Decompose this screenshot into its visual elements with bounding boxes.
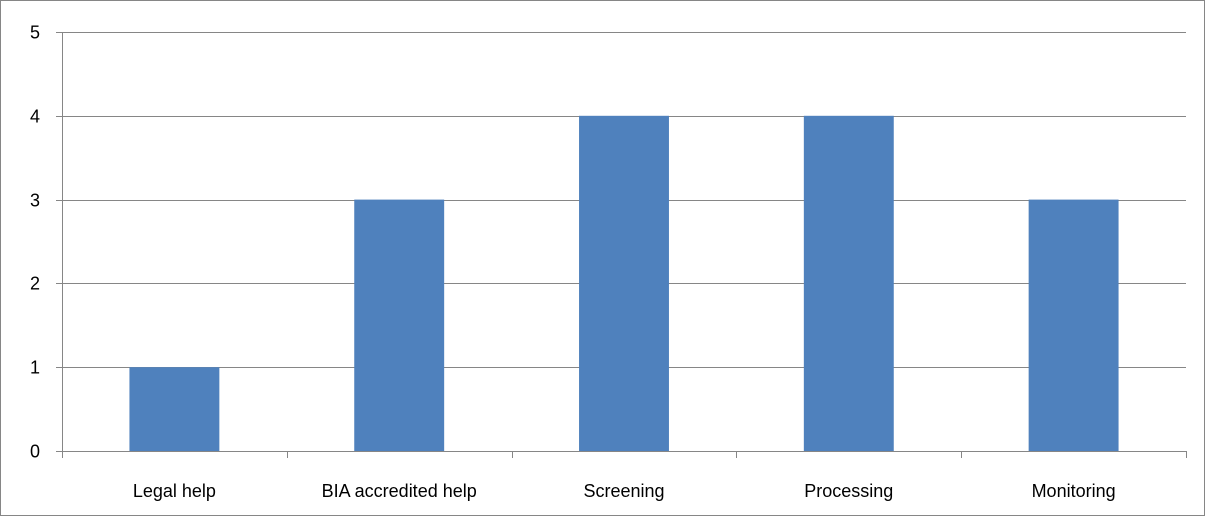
y-tick-label: 5	[30, 23, 40, 43]
bar	[129, 367, 220, 451]
bars	[129, 115, 1119, 452]
x-axis-labels: Legal help BIA accredited help Screening Pr…	[133, 481, 1116, 501]
x-tick-label: Screening	[583, 481, 664, 501]
y-tick-label: 4	[30, 107, 40, 127]
y-tick-label: 3	[30, 191, 40, 211]
y-axis-ticks: 0 1 2 3 4 5	[30, 23, 62, 462]
x-tick-label: Legal help	[133, 481, 216, 501]
x-tick-label: BIA accredited help	[322, 481, 477, 501]
bar	[803, 115, 894, 452]
x-tick-label: Monitoring	[1032, 481, 1116, 501]
x-tick-label: Processing	[804, 481, 893, 501]
y-tick-label: 2	[30, 274, 40, 294]
y-tick-label: 1	[30, 358, 40, 378]
bar	[354, 199, 445, 451]
bar	[1028, 199, 1119, 451]
axes	[62, 32, 1187, 458]
y-tick-label: 0	[30, 442, 40, 462]
bar	[579, 115, 669, 452]
